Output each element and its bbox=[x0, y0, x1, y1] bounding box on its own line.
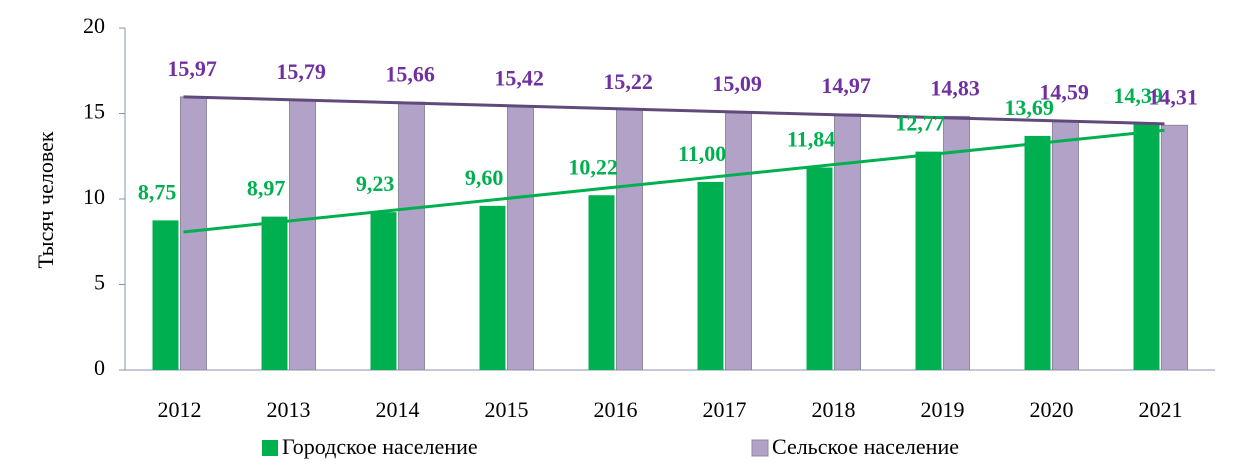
x-tick-label: 2016 bbox=[594, 397, 638, 422]
legend-swatch bbox=[262, 440, 278, 456]
value-label: 13,69 bbox=[1004, 95, 1054, 120]
y-tick-label: 5 bbox=[94, 270, 105, 295]
bar bbox=[1052, 120, 1079, 371]
x-tick-label: 2013 bbox=[267, 397, 311, 422]
bar bbox=[1133, 123, 1160, 370]
x-tick-label: 2017 bbox=[703, 397, 747, 422]
bar bbox=[289, 99, 316, 371]
bar bbox=[398, 101, 425, 371]
legend-label: Городское население bbox=[282, 434, 478, 459]
legend-label: Сельское население bbox=[772, 434, 959, 459]
bar bbox=[588, 195, 615, 370]
y-tick-label: 20 bbox=[83, 13, 105, 38]
value-label: 8,97 bbox=[247, 176, 286, 201]
bar bbox=[725, 111, 752, 371]
bar bbox=[180, 96, 207, 371]
value-label: 14,39 bbox=[1113, 83, 1163, 108]
value-label: 8,75 bbox=[138, 179, 177, 204]
value-label: 9,60 bbox=[465, 165, 504, 190]
bar bbox=[943, 115, 970, 371]
x-tick-label: 2015 bbox=[485, 397, 529, 422]
bar bbox=[1024, 135, 1051, 370]
value-label: 14,83 bbox=[930, 75, 980, 100]
value-label: 12,77 bbox=[895, 111, 945, 136]
bar bbox=[806, 167, 833, 370]
value-label: 15,42 bbox=[494, 65, 544, 90]
bar bbox=[507, 105, 534, 371]
value-label: 14,97 bbox=[821, 73, 871, 98]
y-tick-label: 10 bbox=[83, 184, 105, 209]
legend-swatch bbox=[751, 439, 769, 457]
bar bbox=[616, 109, 643, 371]
bar bbox=[1161, 124, 1188, 371]
bar bbox=[370, 212, 397, 370]
value-label: 11,00 bbox=[678, 141, 726, 166]
y-axis-label: Тысяч человек bbox=[33, 131, 58, 268]
y-tick-label: 0 bbox=[94, 355, 105, 380]
value-label: 15,66 bbox=[385, 61, 435, 86]
value-label: 15,97 bbox=[167, 56, 217, 81]
value-label: 15,09 bbox=[712, 71, 762, 96]
x-tick-label: 2021 bbox=[1139, 397, 1183, 422]
bar bbox=[152, 220, 179, 370]
x-tick-label: 2014 bbox=[376, 397, 420, 422]
x-tick-label: 2018 bbox=[812, 397, 856, 422]
bar bbox=[479, 205, 506, 370]
value-label: 10,22 bbox=[568, 154, 618, 179]
value-label: 15,22 bbox=[603, 69, 653, 94]
bar bbox=[834, 113, 861, 371]
x-tick-label: 2020 bbox=[1030, 397, 1074, 422]
trend-line bbox=[183, 128, 1165, 234]
value-label: 14,31 bbox=[1148, 84, 1198, 109]
x-tick-label: 2012 bbox=[158, 397, 202, 422]
value-label: 15,79 bbox=[276, 59, 326, 84]
value-label: 9,23 bbox=[356, 171, 395, 196]
trend-line bbox=[183, 95, 1165, 126]
x-tick-label: 2019 bbox=[921, 397, 965, 422]
value-label: 14,59 bbox=[1039, 80, 1089, 105]
bar bbox=[261, 216, 288, 370]
bar bbox=[697, 181, 724, 370]
value-label: 11,84 bbox=[787, 127, 835, 152]
y-tick-label: 15 bbox=[83, 99, 105, 124]
bar bbox=[915, 151, 942, 370]
